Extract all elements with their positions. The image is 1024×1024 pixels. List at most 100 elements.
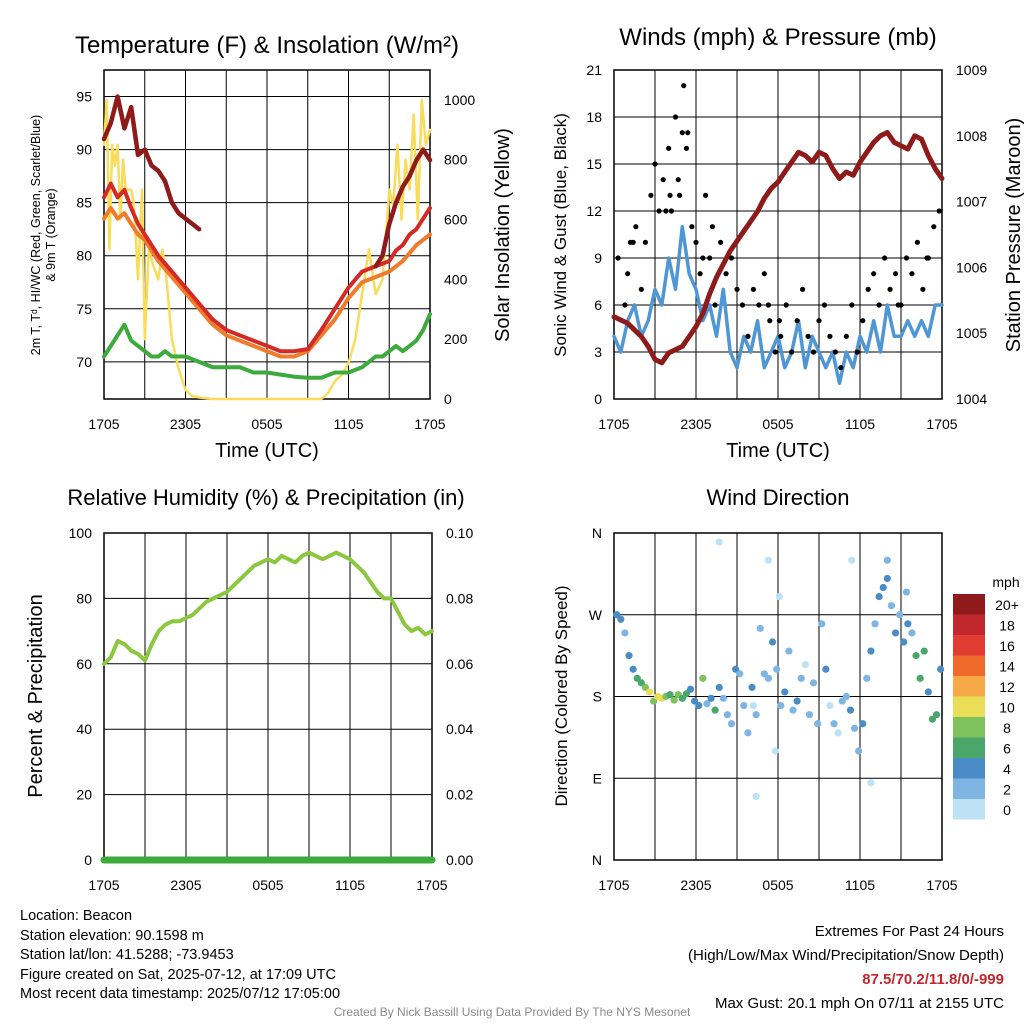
gust-point	[648, 192, 654, 198]
wind-direction-point	[695, 701, 703, 710]
extremes-title: Extremes For Past 24 Hours	[814, 923, 1004, 940]
wind-direction-point	[785, 647, 793, 655]
gust-point	[761, 271, 767, 277]
wind-direction-point	[867, 779, 875, 787]
gust-point	[693, 239, 699, 245]
gust-point	[821, 302, 828, 308]
speed-legend-swatch	[953, 696, 985, 717]
wind-direction-point	[883, 574, 891, 583]
temperature-left-tick-label: 95	[76, 89, 92, 105]
gust-point	[767, 318, 773, 324]
wind-direction-point	[621, 629, 629, 637]
speed-legend-swatch	[953, 778, 985, 799]
gust-point	[838, 365, 844, 371]
speed-legend-swatch	[953, 655, 985, 676]
temperature-xtick-label: 0505	[251, 416, 282, 432]
speed-legend-swatch	[953, 676, 985, 697]
gust-point	[656, 208, 662, 214]
figure-credit: Created By Nick Bassill Using Data Provi…	[333, 1005, 691, 1019]
winds-right-tick-label: 1007	[956, 194, 987, 210]
wind-direction-point	[715, 538, 723, 546]
gust-point	[745, 333, 751, 339]
gust-point	[675, 177, 681, 183]
winds-left-tick-label: 18	[586, 109, 602, 125]
wind-direction-point	[842, 692, 850, 701]
wind-direction-title: Wind Direction	[706, 485, 849, 510]
temperature-right-tick-label: 200	[444, 331, 468, 347]
gust-point	[633, 224, 639, 230]
gust-point	[707, 255, 713, 261]
wind-direction-point	[781, 688, 789, 696]
wind-direction-point	[924, 688, 932, 696]
gust-point	[681, 83, 687, 89]
gust-point	[666, 145, 672, 151]
speed-legend-label: 2	[1003, 782, 1011, 798]
wind-direction-point	[715, 683, 723, 692]
wind-direction-point	[904, 620, 912, 628]
wind-direction-point	[768, 638, 777, 646]
humidity-right-tick-label: 0.10	[446, 525, 473, 541]
speed-legend-label: 20+	[995, 597, 1019, 613]
solar-insolation-line	[102, 98, 432, 401]
temperature-2m-line	[102, 181, 432, 354]
wind-direction-point	[645, 688, 654, 696]
winds-right-tick-label: 1008	[956, 128, 987, 144]
station-location: Location: Beacon	[20, 908, 133, 924]
gust-point	[702, 192, 709, 198]
wind-direction-xtick-label: 1105	[845, 877, 875, 893]
temperature-xtick-label: 1705	[414, 416, 445, 432]
gust-point	[794, 318, 800, 324]
gust-point	[739, 302, 746, 308]
wind-direction-point	[703, 700, 711, 708]
gust-point	[642, 239, 649, 245]
gust-point	[876, 302, 882, 308]
wind-direction-xtick-label: 1705	[598, 877, 629, 893]
speed-legend-label: 4	[1003, 761, 1011, 777]
gust-point	[638, 286, 644, 292]
gust-point	[668, 208, 675, 214]
gust-point	[920, 286, 926, 292]
wind-direction-panel: Wind Direction 1705 2305 0505 1105 1705 N E S W N…	[552, 485, 1020, 893]
temperature-9m-line	[102, 206, 432, 359]
temperature-ylabel-line1: 2m T, Tᵈ, HI/WC (Red, Green, Scarlet/Blu…	[29, 115, 43, 355]
heat-index-line	[373, 147, 433, 269]
winds-panel: Winds (mph) & Pressure (mb) 1705 2305 0505…	[551, 24, 1024, 462]
temperature-panel: Temperature (F) & Insolation (W/m²) 1705…	[29, 32, 514, 462]
gust-point	[871, 271, 877, 277]
temperature-right-tick-label: 800	[444, 152, 468, 168]
humidity-xtick-label: 1705	[88, 877, 119, 893]
temperature-ylabel-line2: & 9m T (Orange)	[44, 188, 58, 281]
winds-y2label: Station Pressure (Maroon)	[1003, 118, 1024, 353]
speed-legend-label: 12	[999, 679, 1015, 695]
wind-direction-point	[896, 611, 904, 619]
wind-direction-xtick-label: 0505	[762, 877, 793, 893]
humidity-xtick-label: 1105	[335, 877, 365, 893]
winds-left-tick-label: 3	[594, 344, 602, 360]
temperature-xtick-label: 1105	[333, 416, 363, 432]
dewpoint-line	[102, 312, 432, 380]
humidity-left-tick-label: 40	[76, 721, 92, 737]
wind-direction-point	[748, 683, 756, 692]
humidity-ylabel: Percent & Precipitation	[25, 594, 47, 797]
humidity-left-tick-label: 80	[76, 590, 92, 606]
temperature-left-tick-label: 90	[76, 142, 92, 158]
wind-direction-point	[707, 694, 715, 702]
humidity-panel: Relative Humidity (%) & Precipitation (i…	[25, 485, 473, 893]
gust-point	[683, 145, 690, 151]
temperature-right-tick-label: 0	[444, 391, 452, 407]
wind-direction-point	[740, 701, 748, 710]
station-elevation: Station elevation: 90.1598 m	[20, 927, 204, 944]
humidity-right-tick-label: 0.00	[446, 852, 473, 868]
wind-direction-left-tick-label: S	[593, 689, 602, 705]
extremes-values: 87.5/70.2/11.8/0/-999	[862, 971, 1004, 988]
winds-left-tick-label: 21	[586, 62, 602, 78]
wind-direction-xtick-label: 1705	[926, 877, 957, 893]
wind-direction-point	[723, 711, 732, 719]
wind-direction-point	[855, 747, 863, 755]
temperature-left-tick-label: 80	[76, 248, 92, 264]
wind-direction-point	[850, 724, 859, 732]
gust-point	[772, 349, 778, 355]
speed-legend-title: mph	[992, 574, 1019, 590]
extremes-box: Extremes For Past 24 Hours (High/Low/Max…	[688, 920, 1004, 1016]
winds-left-tick-label: 9	[594, 250, 602, 266]
